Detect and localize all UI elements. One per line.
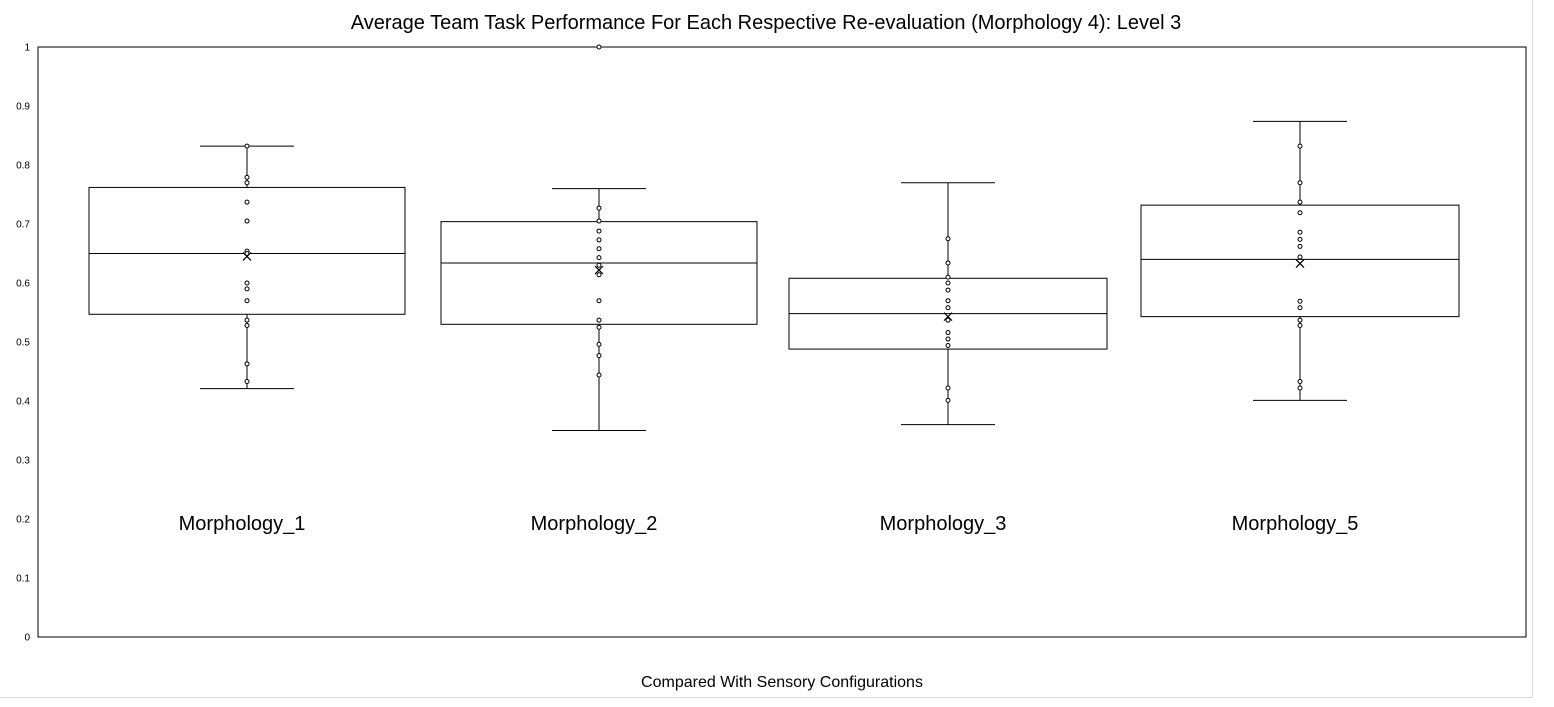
data-point: [244, 280, 250, 286]
mean-marker-stroke: [594, 265, 604, 275]
data-point: [596, 372, 602, 378]
y-tick-label: 0.9: [16, 102, 30, 113]
iqr-box: [1140, 204, 1460, 318]
y-axis: 0 0.1 0.2 0.3 0.4 0.5 0.6 0.7 0.8 0.9 1: [16, 43, 30, 644]
data-point: [596, 298, 602, 304]
mean-marker-stroke: [943, 312, 953, 322]
category-labels: Morphology_1 Morphology_2 Morphology_3 Morp…: [179, 513, 1359, 535]
data-point: [945, 274, 951, 280]
y-tick-label: 0.7: [16, 220, 30, 231]
box-morphology-2: [440, 44, 758, 431]
data-point: [596, 272, 602, 278]
category-label: Morphology_1: [179, 513, 306, 535]
data-point: [945, 385, 951, 391]
data-point: [596, 218, 602, 224]
iqr-box: [88, 186, 406, 315]
data-point: [596, 262, 602, 268]
category-label: Morphology_5: [1232, 513, 1359, 535]
mean-marker: [1295, 259, 1305, 268]
data-point: [244, 174, 250, 180]
data-point: [244, 251, 250, 256]
data-point: [596, 255, 602, 261]
data-point: [1297, 229, 1303, 235]
y-tick-label: 0: [24, 633, 30, 644]
y-tick-label: 0.5: [16, 338, 30, 349]
data-point: [1297, 143, 1303, 149]
y-tick-label: 0.2: [16, 515, 30, 526]
data-point: [1297, 379, 1303, 385]
data-point: [945, 343, 951, 349]
chart-title: Average Team Task Performance For Each R…: [351, 12, 1181, 34]
data-point: [1297, 210, 1303, 216]
data-point: [945, 317, 951, 323]
boxes-layer: [88, 44, 1460, 431]
y-tick-label: 1: [24, 43, 30, 54]
y-tick-label: 0.1: [16, 574, 30, 585]
data-point: [1297, 317, 1303, 323]
data-point: [1297, 236, 1303, 242]
data-point: [1297, 385, 1303, 391]
data-point: [945, 260, 951, 266]
data-point: [1297, 298, 1303, 304]
data-point: [1297, 305, 1303, 311]
box-morphology-5: [1140, 120, 1460, 401]
data-point: [1297, 322, 1303, 328]
data-point: [945, 280, 951, 286]
y-tick-label: 0.4: [16, 397, 30, 408]
data-point: [596, 44, 602, 50]
data-point: [244, 379, 250, 385]
data-point: [596, 324, 602, 330]
data-point: [945, 298, 951, 304]
y-tick-label: 0.8: [16, 161, 30, 172]
data-point: [596, 228, 602, 234]
y-tick-label: 0.3: [16, 456, 30, 467]
data-point: [1297, 199, 1303, 205]
data-point: [244, 361, 250, 367]
data-point: [244, 317, 250, 323]
data-point: [1297, 243, 1303, 249]
x-axis-label: Compared With Sensory Configurations: [641, 674, 923, 691]
mean-marker-stroke: [1295, 259, 1305, 268]
data-point: [244, 322, 250, 328]
data-point: [244, 286, 250, 292]
data-point: [596, 317, 602, 323]
data-point: [945, 305, 951, 311]
mean-marker: [594, 265, 604, 275]
y-tick-label: 0.6: [16, 279, 30, 290]
data-point: [244, 180, 250, 186]
chart-frame: [0, 0, 1533, 698]
category-label: Morphology_2: [531, 513, 658, 535]
data-point: [244, 199, 250, 205]
data-point: [945, 336, 951, 342]
data-point: [945, 236, 951, 242]
data-point: [244, 218, 250, 224]
mean-marker-stroke: [242, 252, 252, 261]
data-point: [244, 298, 250, 304]
data-point: [945, 397, 951, 403]
data-point: [596, 205, 602, 211]
mean-marker: [242, 252, 252, 261]
category-label: Morphology_3: [880, 513, 1007, 535]
data-point: [244, 143, 250, 149]
data-point: [1297, 254, 1303, 260]
box-morphology-3: [788, 182, 1108, 426]
plot-area: [37, 46, 1527, 638]
data-point: [596, 237, 602, 243]
box-morphology-1: [88, 143, 406, 390]
data-point: [596, 341, 602, 347]
data-point: [1297, 180, 1303, 186]
data-point: [945, 287, 951, 293]
mean-marker: [943, 312, 953, 322]
data-point: [596, 246, 602, 252]
data-point: [596, 353, 602, 359]
data-point: [945, 330, 951, 336]
